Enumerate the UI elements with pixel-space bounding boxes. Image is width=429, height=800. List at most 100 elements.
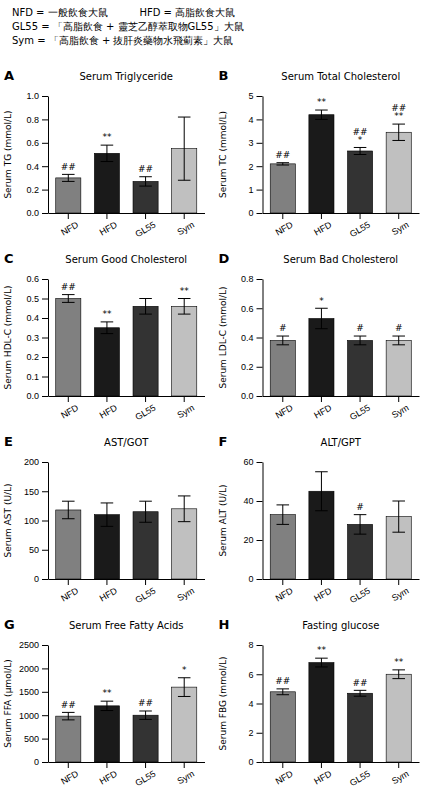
error-bar-cap bbox=[62, 501, 75, 502]
chart-root: NFD = 一般飲食大鼠 HFD = 高脂飲食大鼠GL55 = 「高脂飲食 + … bbox=[0, 0, 429, 800]
x-axis: NFDHFDGL55Sym bbox=[49, 579, 206, 605]
x-tick: GL55 bbox=[133, 579, 157, 605]
error-bar-stem bbox=[106, 701, 107, 710]
x-tick-mark bbox=[145, 396, 146, 402]
bar bbox=[309, 115, 334, 213]
error-bar-stem bbox=[68, 295, 69, 303]
y-tick: 0.4 bbox=[26, 313, 48, 323]
panel-label: D bbox=[219, 251, 230, 266]
x-tick-mark bbox=[145, 762, 146, 768]
bar bbox=[348, 693, 373, 762]
y-tick-label: 2 bbox=[248, 728, 253, 738]
x-tick-mark bbox=[360, 213, 361, 219]
y-axis: 0.00.20.40.60.8 bbox=[241, 274, 263, 401]
x-tick-label: HFD bbox=[98, 768, 119, 786]
y-tick-mark bbox=[42, 692, 48, 693]
error-bar-cap bbox=[392, 336, 405, 337]
significance-label: ** bbox=[102, 309, 112, 319]
error-bar-cap bbox=[277, 694, 290, 695]
x-axis: NFDHFDGL55Sym bbox=[49, 762, 206, 788]
x-axis: NFDHFDGL55Sym bbox=[263, 579, 420, 605]
y-tick: 1.0 bbox=[26, 91, 48, 101]
y-tick-mark bbox=[257, 308, 263, 309]
error-bar-stem bbox=[145, 177, 146, 186]
significance-label: ## bbox=[275, 150, 290, 160]
x-tick-mark bbox=[398, 396, 399, 402]
y-tick-mark bbox=[257, 704, 263, 705]
y-tick: 0 bbox=[248, 208, 262, 218]
error-bar bbox=[101, 322, 114, 334]
x-tick-label: NFD bbox=[59, 768, 80, 786]
x-tick: Sym bbox=[390, 579, 411, 603]
axis-line bbox=[263, 97, 264, 214]
x-tick-mark bbox=[68, 579, 69, 585]
x-tick: HFD bbox=[98, 213, 119, 237]
x-tick: NFD bbox=[274, 396, 295, 420]
y-tick-mark bbox=[257, 190, 263, 191]
x-tick-label: HFD bbox=[312, 585, 333, 603]
error-bar-stem bbox=[398, 670, 399, 679]
y-tick-mark bbox=[257, 733, 263, 734]
y-tick-label: 100 bbox=[24, 516, 39, 526]
y-tick: 0.8 bbox=[241, 274, 263, 284]
error-bar bbox=[277, 689, 290, 695]
significance-label: # bbox=[356, 502, 364, 512]
panel-label: G bbox=[4, 617, 15, 632]
y-axis: 0.00.10.20.30.40.50.6 bbox=[26, 274, 48, 401]
error-bar-cap bbox=[62, 174, 75, 175]
x-tick-mark bbox=[282, 579, 283, 585]
panel: 02468NFDHFDGL55Sym##**##**Serum FBG (mmo… bbox=[218, 617, 420, 788]
y-tick: 1000 bbox=[19, 711, 48, 721]
error-bar-stem bbox=[398, 501, 399, 532]
x-tick: HFD bbox=[98, 762, 119, 786]
y-tick-label: 5 bbox=[248, 91, 253, 101]
y-tick: 4 bbox=[248, 699, 262, 709]
significance-label: ** bbox=[394, 657, 404, 667]
y-tick-label: 6 bbox=[248, 670, 253, 680]
y-tick-label: 0.8 bbox=[26, 115, 39, 125]
plot-area: 02468NFDHFDGL55Sym##**##** bbox=[248, 640, 419, 788]
plot-area: 05001000150020002500NFDHFDGL55Sym##**##* bbox=[19, 640, 205, 788]
bar bbox=[348, 340, 373, 396]
y-tick-label: 2 bbox=[248, 162, 253, 172]
x-tick-label: NFD bbox=[59, 585, 80, 603]
y-tick-label: 0.4 bbox=[26, 313, 39, 323]
y-tick-label: 2000 bbox=[19, 664, 39, 674]
y-tick-mark bbox=[257, 579, 263, 580]
panel-title: Serum Triglyceride bbox=[80, 71, 173, 82]
error-bar-stem bbox=[106, 503, 107, 526]
y-tick-mark bbox=[42, 279, 48, 280]
panel: 050100150200NFDHFDGL55SymSerum AST (U/L)… bbox=[3, 434, 205, 605]
y-tick-label: 4 bbox=[248, 115, 253, 125]
y-tick-mark bbox=[42, 521, 48, 522]
x-tick-mark bbox=[106, 213, 107, 219]
error-bar-cap bbox=[315, 666, 328, 667]
y-tick-mark bbox=[257, 462, 263, 463]
error-bar-stem bbox=[184, 299, 185, 315]
y-axis: 05001000150020002500 bbox=[19, 640, 49, 767]
plot-area: 0204060NFDHFDGL55Sym# bbox=[243, 457, 419, 605]
y-tick-mark bbox=[257, 119, 263, 120]
bar bbox=[172, 306, 197, 396]
error-bar-stem bbox=[282, 505, 283, 525]
y-axis-title: Serum TC (mmol/L) bbox=[218, 111, 228, 198]
y-tick-label: 0.2 bbox=[26, 352, 39, 362]
error-bar-cap bbox=[392, 669, 405, 670]
bar bbox=[270, 164, 295, 213]
y-tick-mark bbox=[42, 213, 48, 214]
bar bbox=[94, 153, 119, 213]
y-tick: 20 bbox=[243, 535, 262, 545]
y-tick-label: 60 bbox=[243, 457, 253, 467]
axis-line bbox=[49, 396, 206, 397]
y-tick-mark bbox=[257, 338, 263, 339]
bar bbox=[270, 515, 295, 579]
bar bbox=[56, 510, 81, 579]
y-tick-mark bbox=[257, 367, 263, 368]
y-tick: 0.8 bbox=[26, 115, 48, 125]
panel: 05001000150020002500NFDHFDGL55Sym##**##*… bbox=[3, 617, 205, 788]
error-bar-stem bbox=[360, 147, 361, 154]
bar bbox=[133, 715, 158, 762]
x-tick-label: Sym bbox=[390, 220, 411, 238]
y-axis-title: Serum LDL-C (mmol/L) bbox=[218, 286, 228, 388]
y-tick-mark bbox=[42, 338, 48, 339]
